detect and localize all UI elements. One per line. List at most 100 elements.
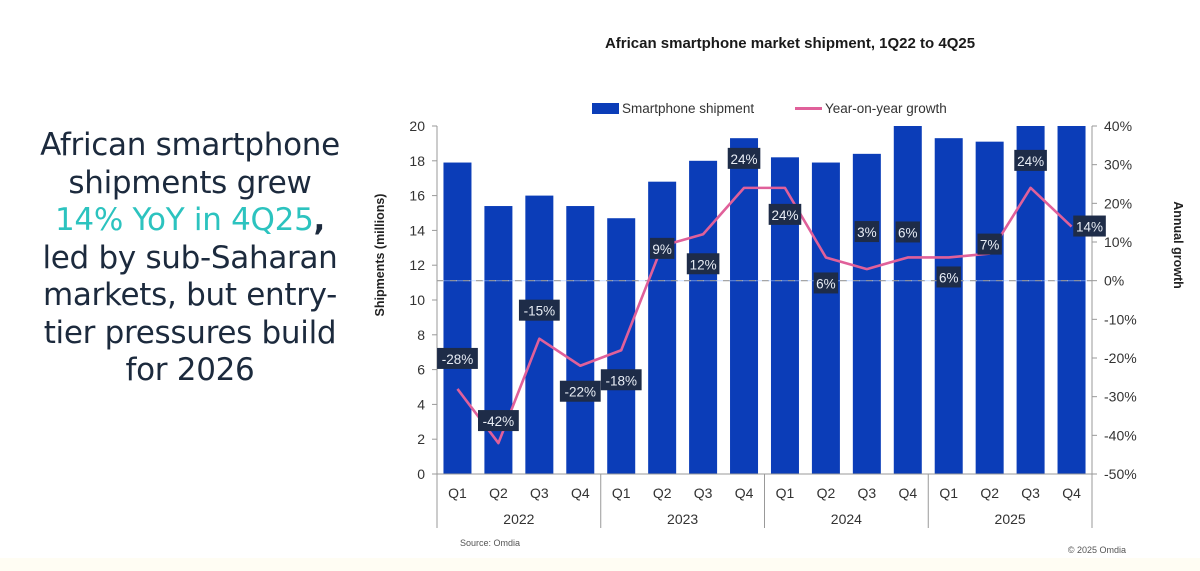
plot-area: 0 2 4 6 8 10 12 14 16 18 20 -50% -40% -30% -20% -10% 0% 1…: [409, 118, 1137, 528]
data-label: -42%: [483, 414, 515, 429]
y-tick-label: 0: [417, 466, 425, 482]
data-label: -28%: [442, 352, 474, 367]
x-group-label: 2022: [503, 511, 534, 527]
data-label: 9%: [652, 242, 672, 257]
headline-line-5: markets, but entry-: [42, 277, 338, 313]
y2-tick-label: 40%: [1104, 118, 1132, 134]
data-label-box: [559, 380, 601, 402]
x-tick-label: Q3: [694, 485, 713, 501]
y-tick-label: 2: [417, 431, 425, 447]
data-label-box: [854, 221, 880, 243]
x-tick-label: Q1: [448, 485, 467, 501]
bar-shipment: [1016, 126, 1045, 474]
x-group-label: 2023: [667, 511, 698, 527]
data-label: 3%: [857, 225, 877, 240]
data-label: 14%: [1076, 220, 1103, 235]
chart-title: African smartphone market shipment, 1Q22…: [605, 35, 975, 52]
legend-swatch-growth: [795, 107, 822, 110]
bar-shipment: [525, 195, 554, 474]
x-tick-label: Q4: [571, 485, 590, 501]
headline-line-6: tier pressures build: [43, 314, 337, 351]
source-note: Source: Omdia: [460, 538, 520, 548]
x-tick-label: Q3: [858, 485, 877, 501]
data-label-box: [518, 299, 560, 321]
y-axis-title: Shipments (millions): [373, 194, 387, 317]
line-yoy-growth: [456, 186, 1073, 445]
data-label-box: [768, 203, 802, 225]
data-label-box: [936, 266, 961, 288]
x-tick-label: Q4: [735, 485, 754, 501]
data-label: 12%: [690, 257, 717, 272]
headline-highlight: 14% YoY in 4Q25: [54, 202, 314, 238]
y2-tick-label: -10%: [1104, 311, 1137, 327]
data-label: -22%: [565, 385, 597, 400]
y-tick-label: 8: [417, 327, 425, 343]
headline-line-7: for 2026: [125, 352, 255, 388]
headline-line-4: led by sub-Saharan: [42, 239, 338, 276]
data-label-box: [1014, 149, 1047, 171]
y2-tick-label: -30%: [1104, 389, 1137, 405]
y2-tick-label: 30%: [1104, 157, 1132, 173]
data-label: 6%: [816, 276, 836, 291]
bar-shipment: [934, 138, 963, 474]
x-group-label: 2024: [831, 511, 862, 527]
y-tick-label: 6: [417, 362, 425, 378]
data-label: 6%: [898, 225, 918, 240]
data-label-box: [977, 233, 1002, 255]
x-tick-label: Q1: [939, 485, 958, 501]
bar-shipment: [975, 141, 1004, 474]
y-tick-label: 10: [409, 292, 425, 308]
bar-shipment: [607, 218, 636, 474]
bar-shipment: [689, 160, 718, 475]
bar-shipment: [566, 206, 595, 475]
bottom-strip: [0, 558, 1200, 571]
data-label-box: [727, 147, 761, 169]
y-tick-label: 20: [409, 118, 425, 134]
data-label: 7%: [980, 238, 1000, 253]
y-tick-label: 12: [409, 257, 425, 273]
headline-line-2: shipments grew: [68, 164, 312, 201]
legend-label-growth: Year-on-year growth: [825, 101, 947, 116]
y-tick-label: 16: [409, 188, 425, 204]
data-label-box: [437, 347, 478, 369]
y2-tick-label: -40%: [1104, 427, 1137, 443]
headline-comma: ,: [313, 202, 326, 238]
x-tick-label: Q2: [980, 485, 999, 501]
bar-shipment: [852, 153, 881, 474]
legend: Smartphone shipment Year-on-year growth: [592, 101, 947, 116]
copyright-note: © 2025 Omdia: [1068, 545, 1126, 555]
bar-shipment: [893, 126, 922, 474]
x-tick-label: Q1: [612, 485, 631, 501]
y2-tick-label: -50%: [1104, 466, 1137, 482]
bar-shipment: [484, 206, 513, 475]
data-label-box: [478, 410, 519, 432]
data-label-box: [686, 253, 720, 275]
bar-shipment: [443, 162, 472, 475]
data-label-box: [813, 272, 839, 294]
bar-shipment: [730, 138, 759, 474]
x-tick-label: Q2: [653, 485, 672, 501]
x-tick-label: Q4: [898, 485, 917, 501]
x-tick-label: Q2: [489, 485, 508, 501]
y2-tick-label: -20%: [1104, 350, 1137, 366]
headline: African smartphone shipments grew 14% Yo…: [10, 127, 370, 390]
x-tick-label: Q3: [1021, 485, 1040, 501]
data-label: 24%: [731, 152, 758, 167]
bar-shipment: [1057, 126, 1086, 474]
data-label: -15%: [524, 304, 556, 319]
data-label-box: [1073, 215, 1106, 237]
legend-swatch-shipment: [592, 103, 619, 114]
data-label: 6%: [939, 270, 959, 285]
y2-axis-title: Annual growth: [1171, 201, 1185, 289]
data-label-box: [649, 237, 675, 259]
data-label: 24%: [1017, 154, 1044, 169]
bar-shipment: [811, 162, 840, 475]
data-label-box: [895, 221, 920, 243]
y2-tick-label: 0%: [1104, 273, 1124, 289]
y2-tick-label: 10%: [1104, 234, 1132, 250]
y-tick-label: 18: [409, 153, 425, 169]
x-group-label: 2025: [995, 511, 1026, 527]
x-tick-label: Q3: [530, 485, 549, 501]
x-tick-label: Q1: [776, 485, 795, 501]
